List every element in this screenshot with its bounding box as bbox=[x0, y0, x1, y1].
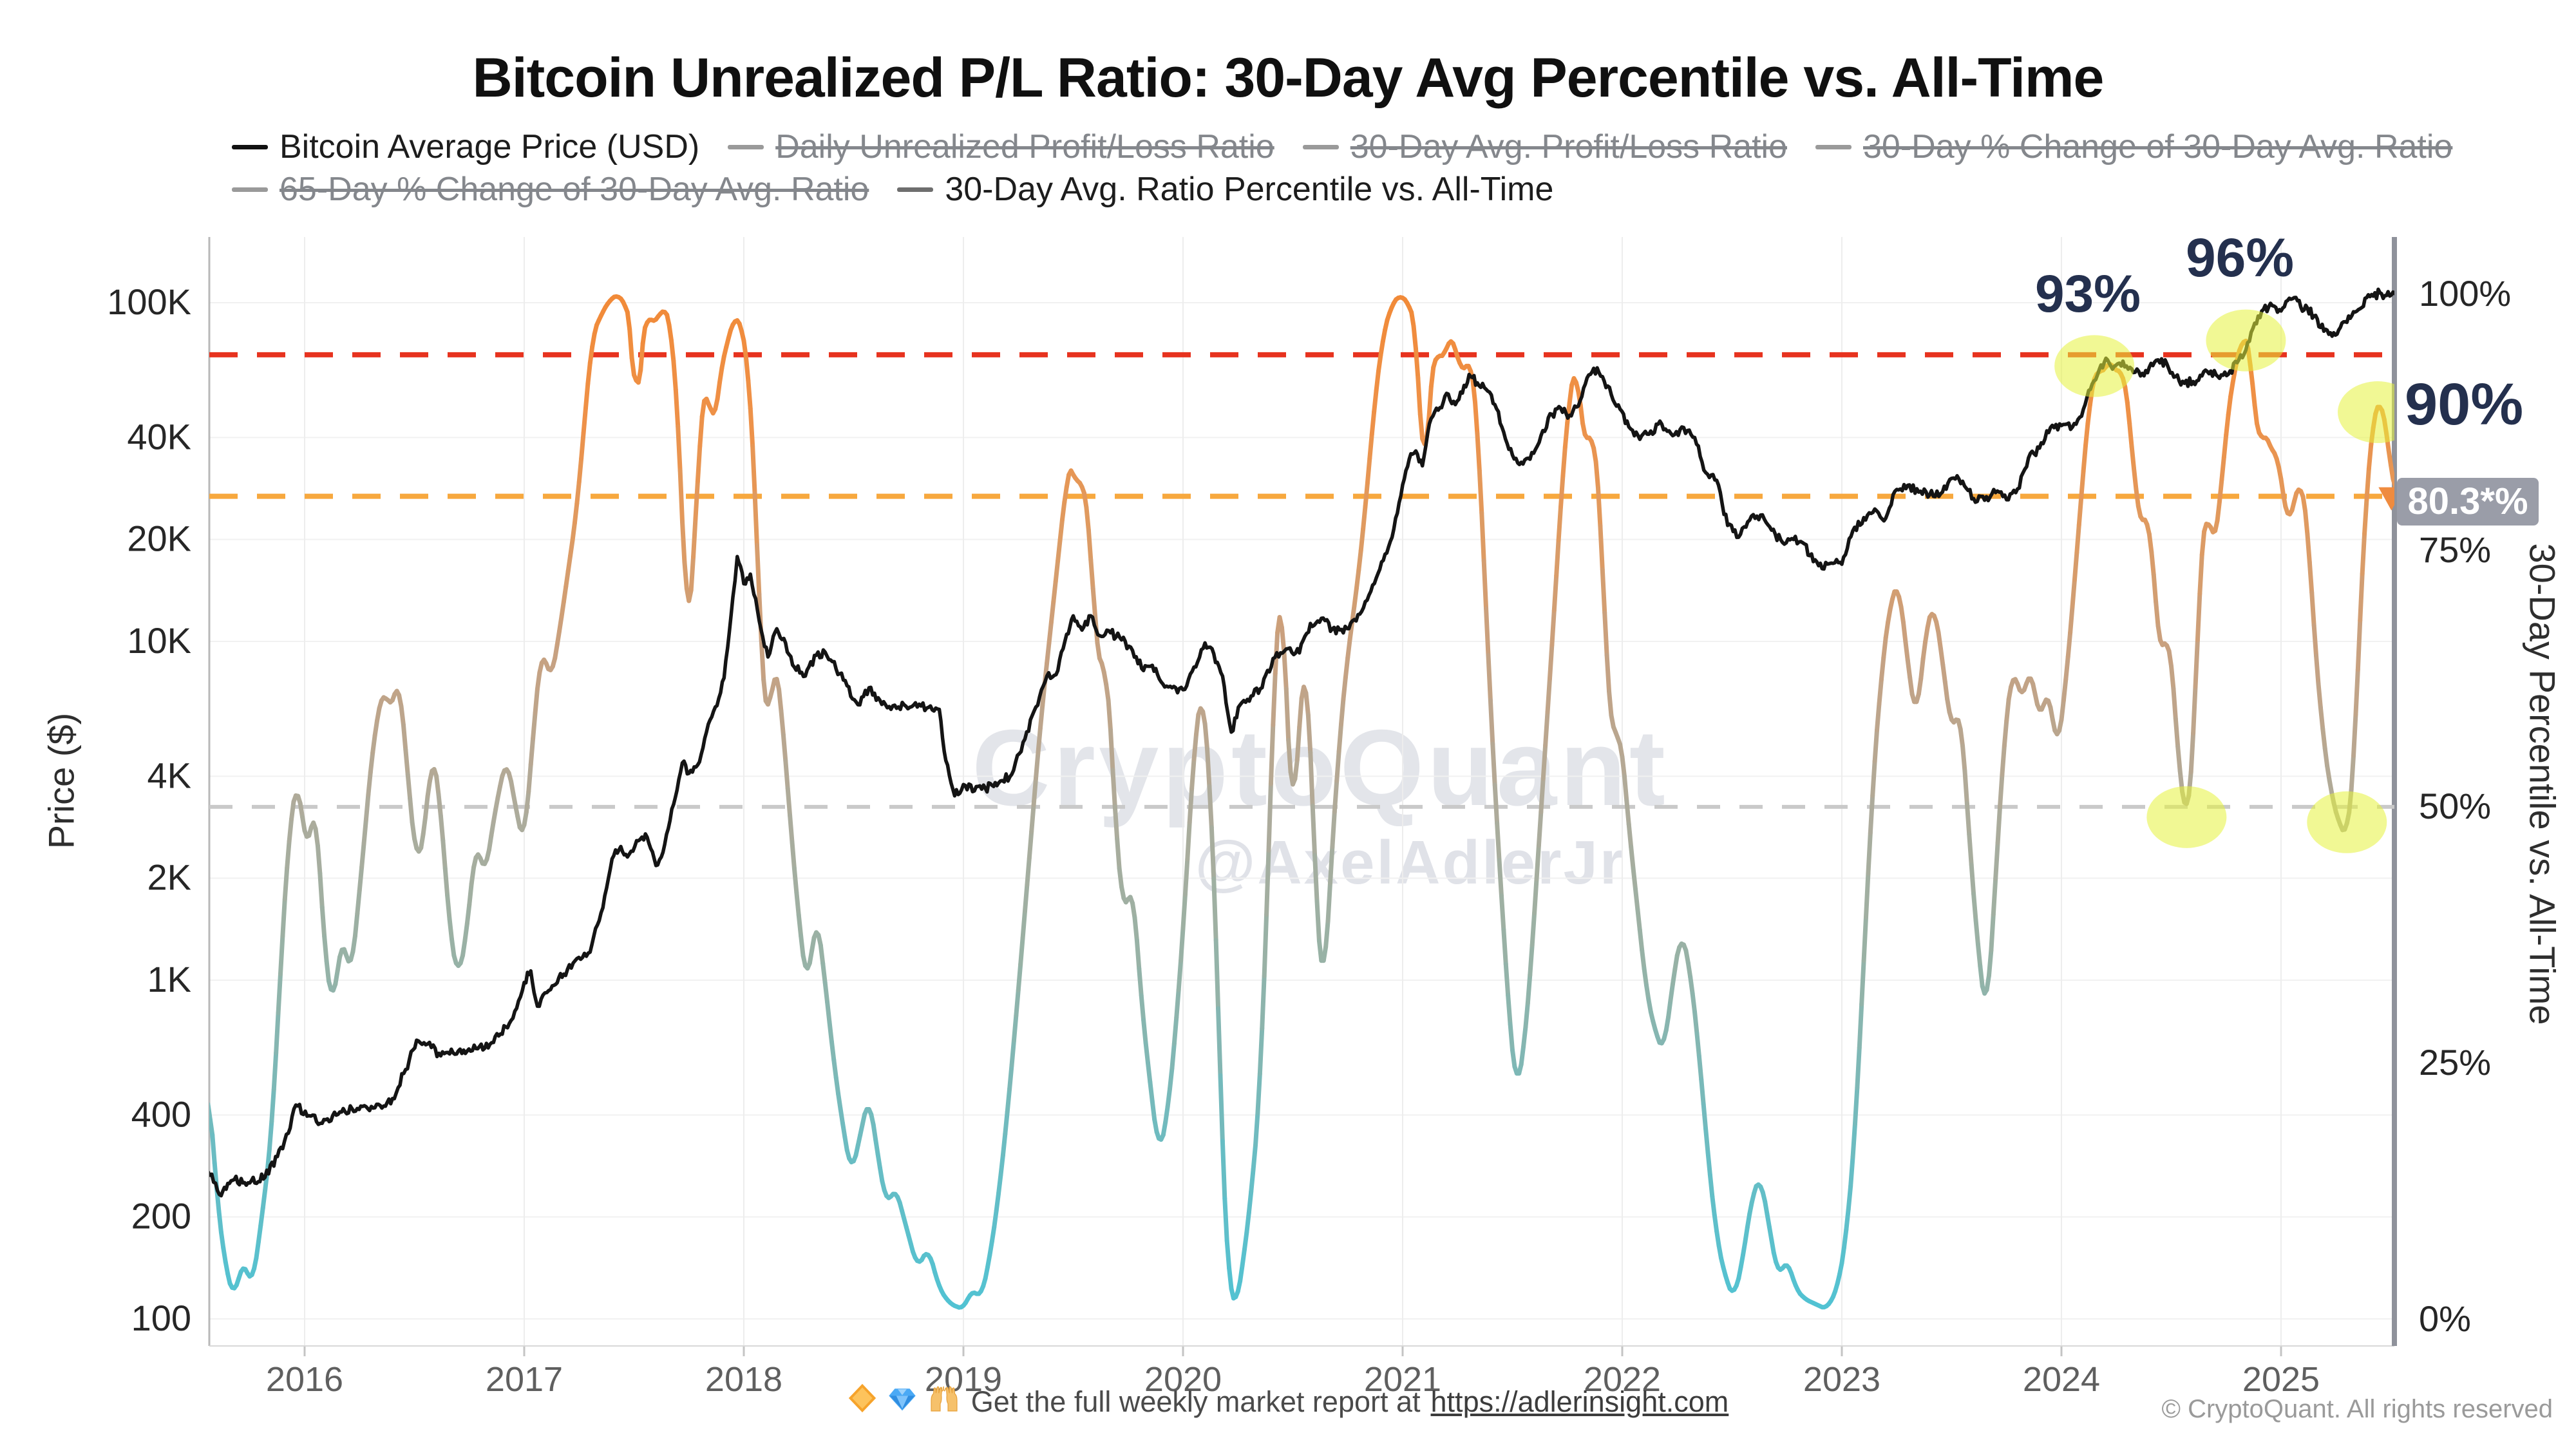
percentile-tick-label: 25% bbox=[2419, 1042, 2491, 1083]
x-tick-label: 2024 bbox=[2023, 1360, 2100, 1399]
copyright-text: © CryptoQuant. All rights reserved bbox=[2161, 1395, 2553, 1423]
btc-price-line bbox=[209, 287, 2394, 1198]
legend-item-label: Daily Unrealized Profit/Loss Ratio bbox=[775, 128, 1274, 166]
legend-swatch bbox=[897, 187, 934, 192]
legend-item[interactable]: 30-Day Avg. Profit/Loss Ratio bbox=[1302, 128, 1787, 166]
price-tick-label: 1K bbox=[147, 959, 192, 999]
price-tick-label: 2K bbox=[147, 857, 192, 898]
legend-item[interactable]: Bitcoin Average Price (USD) bbox=[232, 128, 699, 166]
price-tick-label: 200 bbox=[131, 1196, 191, 1236]
legend-item-label: 30-Day Avg. Profit/Loss Ratio bbox=[1350, 128, 1787, 166]
highlight-circle bbox=[2054, 335, 2135, 397]
report-link[interactable]: https://adlerinsight.com bbox=[1430, 1385, 1729, 1418]
highlight-circle bbox=[2338, 381, 2394, 444]
gem-icon bbox=[887, 1383, 917, 1420]
x-tick-label: 2020 bbox=[1144, 1360, 1222, 1399]
page-title: Bitcoin Unrealized P/L Ratio: 30-Day Avg… bbox=[472, 47, 2105, 109]
legend-swatch bbox=[232, 144, 268, 149]
legend-item[interactable]: 30-Day Avg. Ratio Percentile vs. All-Tim… bbox=[897, 170, 1553, 209]
price-tick-label: 4K bbox=[147, 755, 192, 795]
legend-item-label: 30-Day % Change of 30-Day Avg. Ratio bbox=[1863, 128, 2453, 166]
annotation-peak-96: 96% bbox=[2185, 227, 2295, 288]
legend-item-label: 65-Day % Change of 30-Day Avg. Ratio bbox=[279, 171, 869, 208]
percentile-tick-label: 100% bbox=[2419, 273, 2511, 314]
price-tick-label: 100 bbox=[131, 1298, 191, 1338]
annotation-peak-90: 90% bbox=[2405, 372, 2524, 437]
legend-swatch bbox=[728, 144, 764, 149]
highlight-circle bbox=[2307, 791, 2387, 853]
x-tick-label: 2018 bbox=[705, 1360, 782, 1399]
price-tick-label: 40K bbox=[127, 416, 191, 457]
x-tick-label: 2023 bbox=[1803, 1360, 1880, 1399]
price-tick-label: 20K bbox=[127, 518, 191, 559]
x-tick-label: 2025 bbox=[2242, 1360, 2320, 1399]
legend-swatch bbox=[232, 187, 268, 192]
current-value-badge: 80.3*% bbox=[2397, 478, 2539, 526]
annotation-peak-93: 93% bbox=[2034, 265, 2141, 323]
percentile-tick-label: 75% bbox=[2419, 529, 2491, 570]
price-tick-label: 400 bbox=[131, 1094, 191, 1134]
highlight-circle bbox=[2146, 786, 2227, 848]
legend-swatch bbox=[1302, 144, 1339, 149]
legend-item-label: Bitcoin Average Price (USD) bbox=[279, 128, 700, 166]
right-axis-title: 30-Day Percentile vs. All-Time bbox=[2522, 543, 2563, 1025]
footer-bar: Get the full weekly market report at htt… bbox=[0, 1383, 2576, 1420]
percentile-tick-label: 0% bbox=[2419, 1298, 2471, 1339]
footer-text: Get the full weekly market report at bbox=[971, 1385, 1421, 1418]
watermark-cryptoquant: CryptoQuant bbox=[972, 707, 1669, 828]
legend-swatch bbox=[1815, 144, 1852, 149]
orange-diamond-icon bbox=[848, 1383, 877, 1420]
legend-item[interactable]: 30-Day % Change of 30-Day Avg. Ratio bbox=[1815, 128, 2452, 166]
legend-item[interactable]: Daily Unrealized Profit/Loss Ratio bbox=[728, 128, 1274, 166]
price-tick-label: 10K bbox=[127, 620, 191, 661]
raising-hands-icon bbox=[927, 1383, 961, 1420]
x-tick-label: 2022 bbox=[1584, 1360, 1661, 1399]
x-tick-label: 2016 bbox=[266, 1360, 343, 1399]
x-tick-label: 2017 bbox=[486, 1360, 563, 1399]
highlight-circle bbox=[2206, 309, 2286, 372]
percentile-tick-label: 50% bbox=[2419, 786, 2491, 826]
series-end-arrow bbox=[2378, 487, 2394, 511]
series-group bbox=[209, 287, 2394, 1310]
legend-item-label: 30-Day Avg. Ratio Percentile vs. All-Tim… bbox=[945, 171, 1554, 208]
legend-row-2: 65-Day % Change of 30-Day Avg. Ratio 30-D… bbox=[232, 170, 1553, 209]
price-tick-label: 100K bbox=[107, 281, 191, 322]
left-axis-title: Price ($) bbox=[41, 712, 82, 849]
legend-row-1: Bitcoin Average Price (USD) Daily Unreali… bbox=[232, 128, 2452, 166]
x-tick-label: 2021 bbox=[1364, 1360, 1441, 1399]
legend-item[interactable]: 65-Day % Change of 30-Day Avg. Ratio bbox=[232, 170, 869, 209]
